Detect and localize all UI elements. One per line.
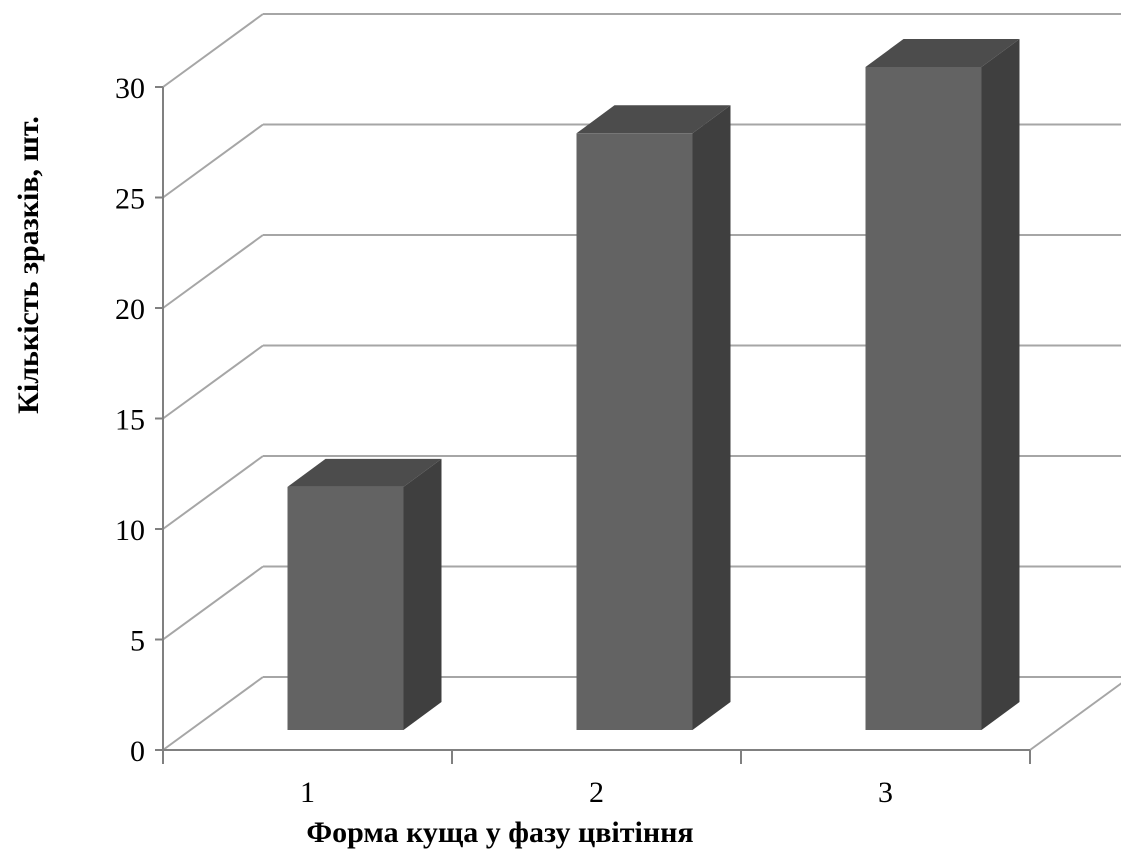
gridline-side [162,565,264,641]
bar-1 [287,458,442,730]
y-tick-label: 10 [115,514,145,547]
gridline-side [162,234,264,309]
bar-side-face [981,39,1020,730]
chart-walls [1029,682,1121,751]
floor-edge-left [162,676,264,751]
bar-top-face [576,105,731,134]
y-tick-label: 0 [130,735,145,768]
gridline-side [162,123,264,199]
x-tick-labels: 1 2 3 [300,776,893,809]
y-tick-label: 5 [130,625,145,658]
y-tick-label: 25 [115,183,145,216]
bar-front-face [576,133,693,731]
x-axis-title: Форма куща у фазу цвітіння [306,816,693,849]
x-tick-label: 2 [589,776,604,809]
y-tick-labels: 0 5 10 15 20 25 30 [115,72,145,768]
gridline-side [162,344,264,420]
bars [287,39,1020,731]
bar-front-face [865,67,982,730]
bar-side-face [403,458,442,730]
y-tick-label: 15 [115,404,145,437]
y-axis-title: Кількість зразків, шт. [12,116,45,414]
bar-top-face [865,39,1020,67]
gridline-side [162,13,264,88]
axes [155,86,1031,764]
bar-front-face [287,486,404,730]
y-tick-label: 20 [115,293,145,326]
bar-side-face [692,105,731,731]
gridline-side [162,455,264,530]
bar-2 [576,105,731,731]
bar-3 [865,39,1020,730]
bar-top-face [287,458,442,487]
x-tick-label: 3 [878,776,893,809]
y-tick-label: 30 [115,72,145,105]
x-tick-label: 1 [300,776,315,809]
floor-edge-right [1029,682,1121,751]
